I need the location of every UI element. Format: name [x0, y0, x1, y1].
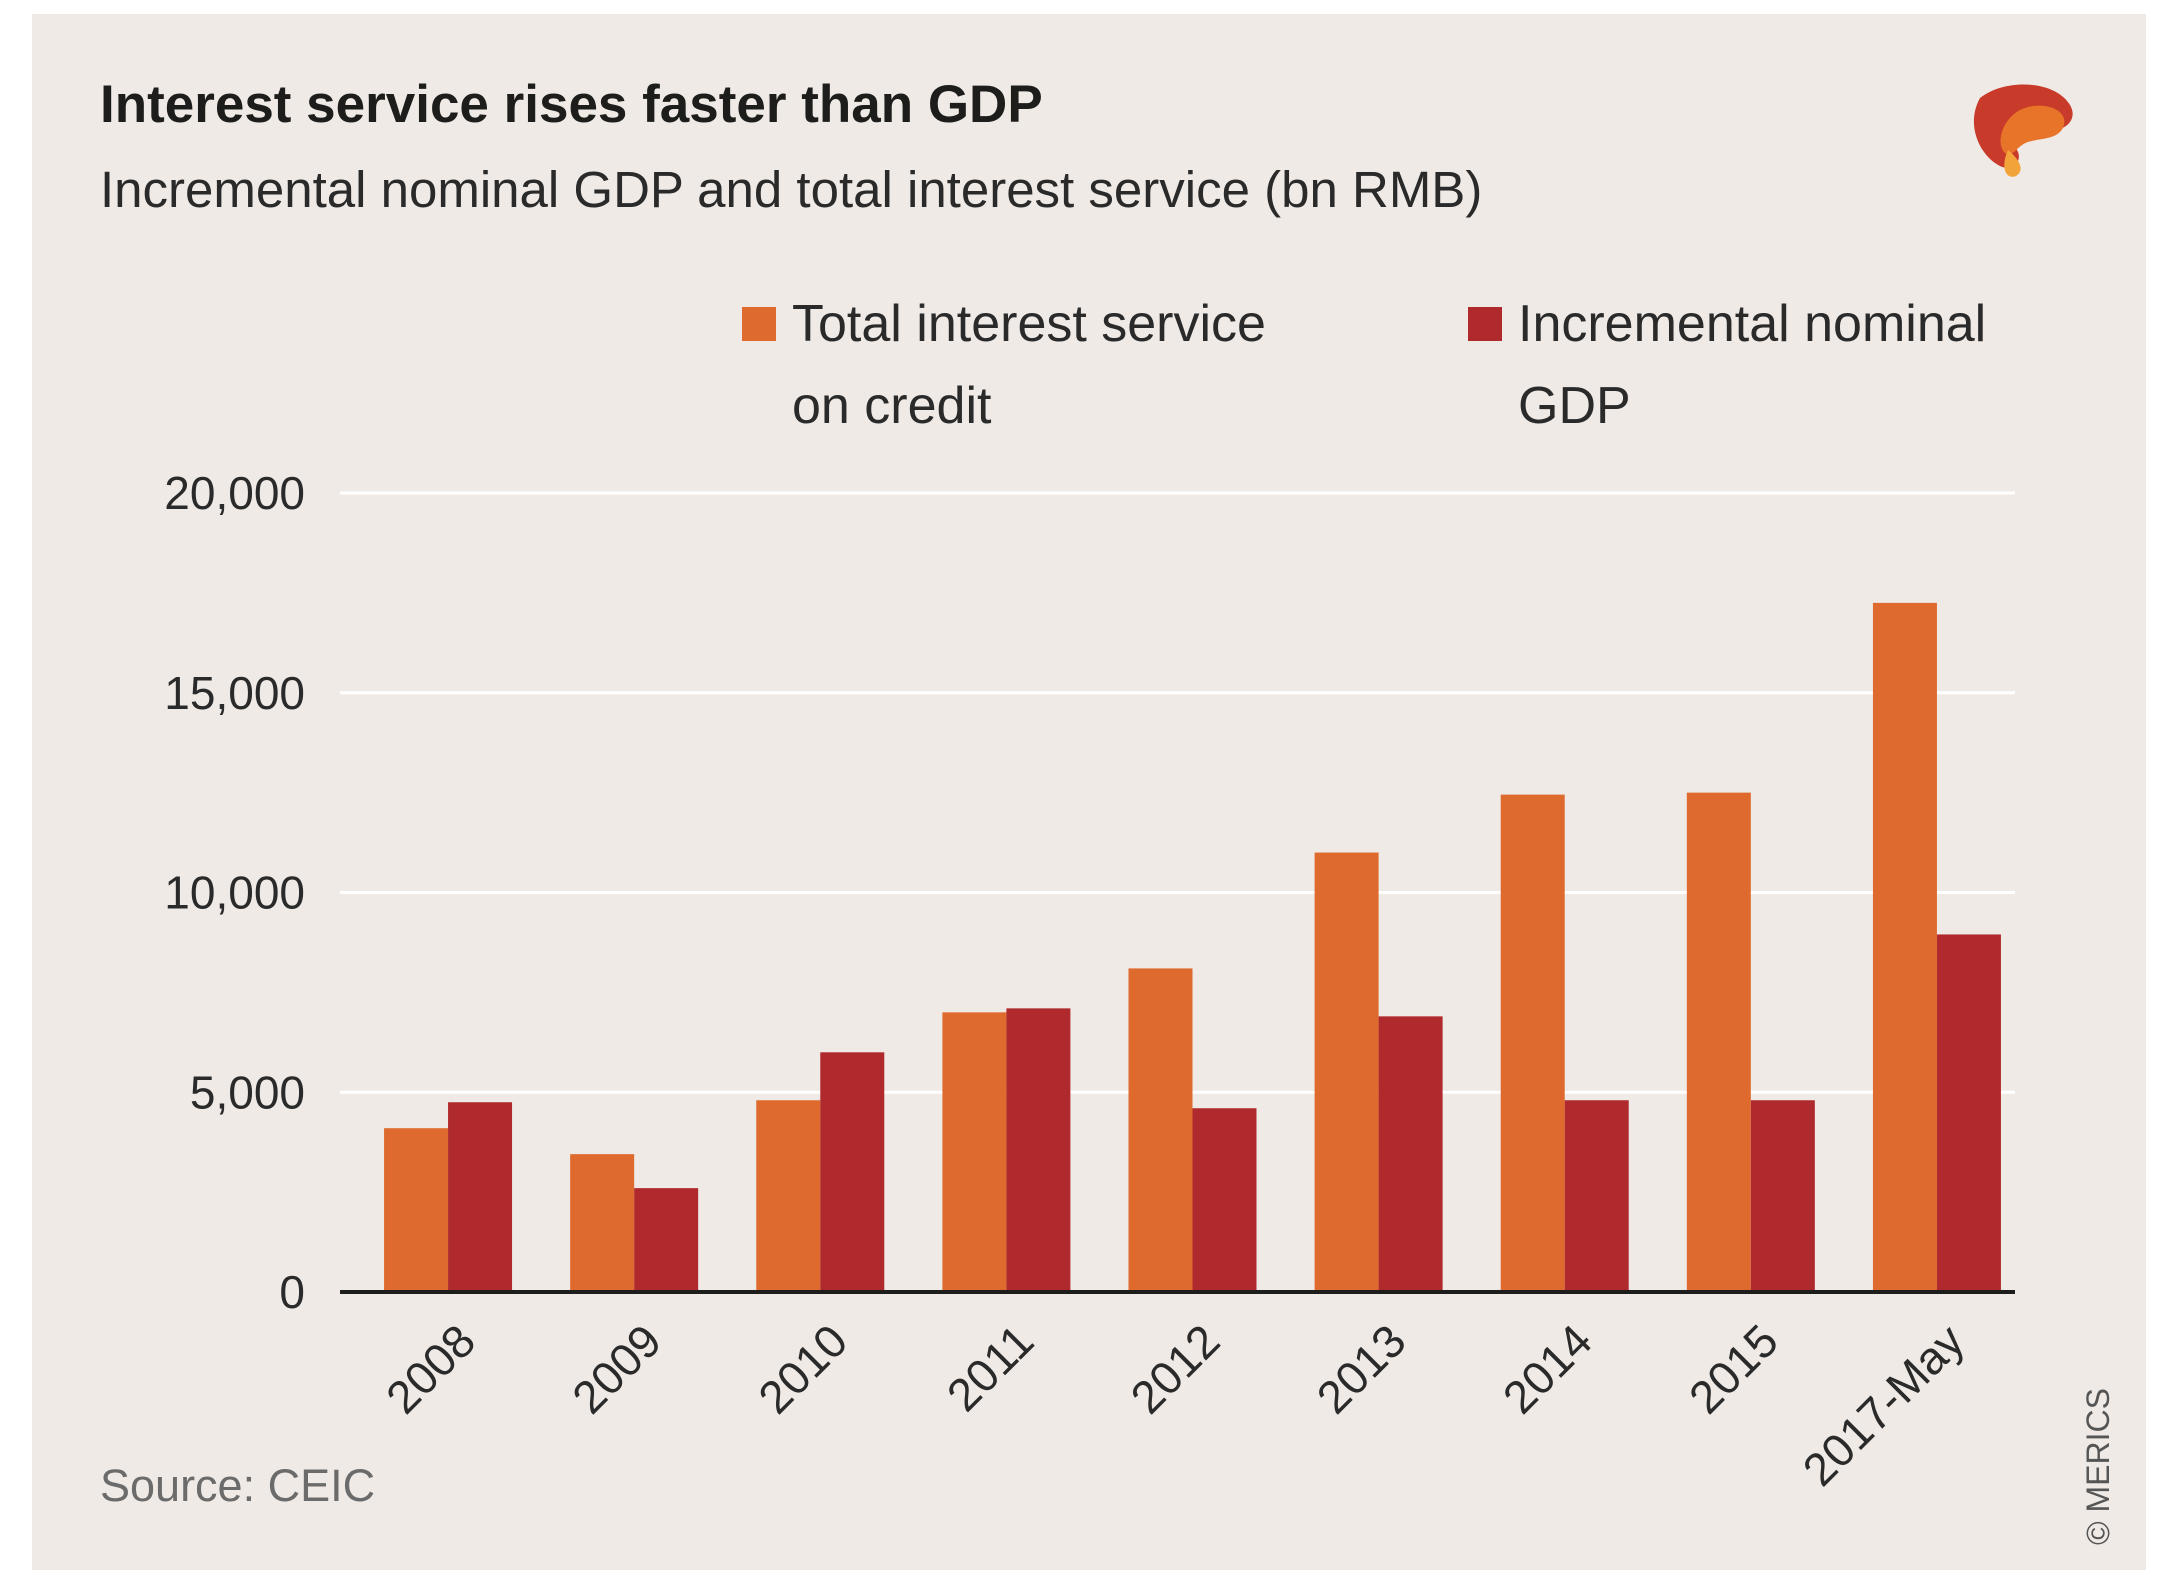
legend-label: on credit	[792, 377, 992, 435]
bar	[448, 1102, 513, 1292]
bar	[1500, 794, 1565, 1292]
bar	[570, 1154, 635, 1292]
x-tick-label: 2013	[1307, 1314, 1416, 1423]
bar	[384, 1128, 449, 1292]
x-tick-label: 2017-May	[1793, 1314, 1974, 1495]
bar	[634, 1188, 699, 1292]
bar	[1378, 1016, 1443, 1292]
y-tick-label: 0	[279, 1266, 305, 1318]
logo-shape-yellow	[2004, 150, 2021, 177]
bar	[1872, 602, 1937, 1292]
copyright-note: © MERICS	[2080, 1388, 2116, 1545]
bar	[756, 1100, 821, 1292]
legend-label: Incremental nominal	[1518, 295, 1986, 353]
logo-shape-orange	[2000, 105, 2065, 155]
bar	[1192, 1108, 1257, 1292]
x-tick-label: 2011	[937, 1314, 1044, 1421]
chart-subtitle: Incremental nominal GDP and total intere…	[100, 161, 1483, 218]
y-tick-label: 5,000	[190, 1066, 305, 1118]
bar	[1564, 1100, 1629, 1292]
x-tick-label: 2009	[562, 1314, 671, 1423]
merics-logo-icon	[1973, 84, 2073, 177]
bar	[1686, 792, 1751, 1292]
y-tick-label: 15,000	[164, 667, 305, 719]
chart-card	[32, 14, 2146, 1570]
source-note: Source: CEIC	[100, 1460, 376, 1511]
bar	[820, 1052, 885, 1292]
y-tick-label: 10,000	[164, 867, 305, 919]
bar	[1006, 1008, 1071, 1292]
x-tick-label: 2010	[748, 1314, 857, 1423]
bar	[942, 1012, 1007, 1292]
x-tick-label: 2008	[376, 1314, 485, 1423]
legend-label: Total interest service	[792, 295, 1266, 353]
legend-swatch	[742, 307, 776, 341]
bar	[1750, 1100, 1815, 1292]
bar	[1314, 852, 1379, 1292]
x-tick-label: 2015	[1679, 1314, 1788, 1423]
chart-title: Interest service rises faster than GDP	[100, 75, 1043, 134]
legend-swatch	[1468, 307, 1502, 341]
x-tick-label: 2012	[1120, 1314, 1229, 1423]
bar	[1128, 968, 1193, 1292]
legend-label: GDP	[1518, 377, 1631, 435]
bar	[1936, 934, 2001, 1292]
y-tick-label: 20,000	[164, 467, 305, 519]
x-tick-label: 2014	[1493, 1314, 1602, 1423]
